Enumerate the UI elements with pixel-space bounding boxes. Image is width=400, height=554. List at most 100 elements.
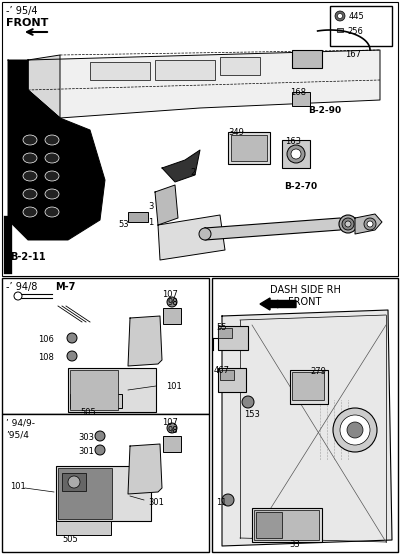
- Circle shape: [340, 415, 370, 445]
- Text: 101: 101: [166, 382, 182, 391]
- Bar: [56, 521, 111, 535]
- Text: 467: 467: [214, 366, 230, 375]
- Polygon shape: [128, 316, 162, 366]
- Ellipse shape: [45, 171, 59, 181]
- Bar: [58, 468, 112, 519]
- Text: 349: 349: [228, 128, 244, 137]
- Circle shape: [68, 476, 80, 488]
- Bar: [128, 212, 148, 222]
- Bar: [2, 2, 398, 276]
- Polygon shape: [28, 55, 60, 118]
- Circle shape: [335, 11, 345, 21]
- Text: 168: 168: [290, 88, 306, 97]
- Bar: [282, 140, 310, 168]
- Text: 505: 505: [62, 535, 78, 544]
- Ellipse shape: [23, 189, 37, 199]
- Text: 101: 101: [10, 482, 26, 491]
- Polygon shape: [205, 218, 348, 240]
- Text: 505: 505: [80, 408, 96, 417]
- Circle shape: [167, 297, 177, 307]
- Text: 107: 107: [162, 290, 178, 299]
- Bar: [163, 308, 181, 324]
- Bar: [68, 368, 156, 412]
- Bar: [62, 473, 86, 491]
- Text: 106: 106: [38, 335, 54, 344]
- Text: ’95/4: ’95/4: [6, 430, 29, 439]
- FancyArrow shape: [260, 298, 296, 310]
- Polygon shape: [28, 50, 380, 118]
- Bar: [56, 466, 151, 521]
- Text: 98: 98: [167, 426, 178, 435]
- Text: 53: 53: [118, 220, 129, 229]
- Circle shape: [287, 145, 305, 163]
- Bar: [155, 60, 215, 80]
- Bar: [2, 278, 209, 414]
- Circle shape: [333, 408, 377, 452]
- Bar: [218, 368, 246, 392]
- Text: 33: 33: [290, 540, 300, 549]
- Ellipse shape: [45, 135, 59, 145]
- Bar: [220, 57, 260, 75]
- Circle shape: [364, 218, 376, 230]
- Bar: [256, 512, 282, 538]
- Circle shape: [339, 215, 357, 233]
- Text: M-7: M-7: [55, 282, 75, 292]
- Ellipse shape: [23, 135, 37, 145]
- Bar: [231, 135, 267, 161]
- Circle shape: [242, 396, 254, 408]
- Circle shape: [342, 218, 354, 230]
- Bar: [218, 326, 248, 350]
- Ellipse shape: [45, 153, 59, 163]
- Polygon shape: [222, 310, 392, 546]
- Bar: [212, 278, 398, 552]
- Text: 55: 55: [216, 323, 226, 332]
- Text: ’ 94/9-: ’ 94/9-: [6, 418, 35, 427]
- Bar: [290, 370, 328, 404]
- Circle shape: [67, 351, 77, 361]
- Text: B-2-11: B-2-11: [10, 252, 46, 262]
- Text: 167: 167: [345, 50, 361, 59]
- Text: 445: 445: [349, 12, 365, 21]
- Text: 303: 303: [78, 433, 94, 442]
- Bar: [292, 50, 322, 68]
- Text: -’ 94/8: -’ 94/8: [6, 282, 37, 292]
- Text: 98: 98: [167, 298, 178, 307]
- Text: 301: 301: [148, 498, 164, 507]
- Circle shape: [345, 221, 351, 227]
- Bar: [330, 6, 392, 46]
- Bar: [292, 92, 310, 106]
- Polygon shape: [162, 150, 200, 182]
- Text: 108: 108: [38, 353, 54, 362]
- Text: 11: 11: [216, 498, 226, 507]
- Ellipse shape: [23, 171, 37, 181]
- Text: FRONT: FRONT: [288, 297, 322, 307]
- Text: DASH SIDE RH: DASH SIDE RH: [270, 285, 340, 295]
- Bar: [337, 28, 343, 32]
- Circle shape: [199, 228, 211, 240]
- Text: 3: 3: [148, 202, 153, 211]
- Polygon shape: [155, 185, 178, 225]
- Ellipse shape: [45, 189, 59, 199]
- Circle shape: [291, 149, 301, 159]
- Text: 163: 163: [285, 137, 301, 146]
- Polygon shape: [158, 215, 225, 260]
- Circle shape: [347, 422, 363, 438]
- Bar: [90, 62, 150, 80]
- Text: -’ 95/4: -’ 95/4: [6, 6, 38, 16]
- Circle shape: [95, 445, 105, 455]
- Circle shape: [222, 494, 234, 506]
- Text: 256: 256: [347, 27, 363, 36]
- Text: 301: 301: [78, 447, 94, 456]
- Text: 1: 1: [148, 218, 153, 227]
- Circle shape: [338, 13, 342, 18]
- Polygon shape: [8, 60, 105, 240]
- Text: 279: 279: [310, 367, 326, 376]
- Bar: [2, 414, 209, 552]
- Bar: [228, 132, 270, 164]
- Bar: [292, 372, 324, 400]
- Polygon shape: [355, 214, 382, 234]
- Bar: [254, 510, 319, 540]
- Text: FRONT: FRONT: [6, 18, 48, 28]
- Text: B-2-90: B-2-90: [308, 106, 341, 115]
- Polygon shape: [128, 444, 162, 494]
